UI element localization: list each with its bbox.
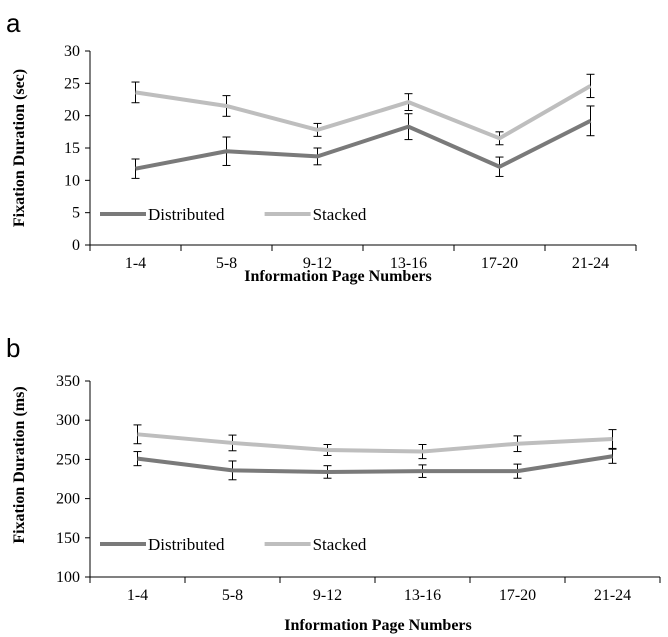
x-tick-label: 21-24 [572,255,609,272]
error-bars [131,73,595,179]
y-tick-label: 250 [56,451,80,468]
series-line-stacked [137,432,613,454]
x-tick-label: 13-16 [404,587,441,604]
x-tick-label: 9-12 [313,587,342,604]
y-axis-title: Fixation Duration (ms) [11,386,28,543]
y-axis-ticks: 0 5 10 15 20 25 30 [64,43,90,254]
y-tick-label: 100 [56,569,80,586]
series-line-distributed [135,119,592,171]
x-tick-label: 1-4 [125,255,146,272]
legend-label: Stacked [313,205,367,224]
legend-label: Distributed [148,535,225,554]
x-tick-label: 9-12 [303,255,332,272]
panel-letter: b [6,333,20,363]
y-tick-label: 300 [56,412,80,429]
panel-letter: a [6,8,21,38]
series-line-distributed [137,454,613,474]
x-tick-label: 1-4 [127,587,148,604]
x-tick-label: 17-20 [481,255,518,272]
y-axis-ticks: 100 150 200 250 300 350 [56,373,90,586]
y-tick-label: 150 [56,530,80,547]
x-tick-label: 13-16 [390,255,427,272]
x-axis-ticks: 1-4 5-8 9-12 13-16 17-20 21-24 [89,577,661,604]
y-tick-label: 5 [72,205,80,222]
y-tick-label: 15 [64,140,80,157]
series-lines [135,84,592,171]
chart-panel-a: a 0 5 10 15 20 25 30 1-4 5-8 9-12 13-16 17-20 21-24… [6,8,637,285]
y-tick-label: 0 [72,237,80,254]
x-tick-label: 21-24 [594,587,631,604]
y-tick-label: 350 [56,373,80,390]
x-axis-title: Information Page Numbers [244,268,432,285]
x-tick-label: 17-20 [499,587,536,604]
x-axis-title: Information Page Numbers [284,617,472,634]
legend: Distributed Stacked [100,205,367,224]
y-tick-label: 20 [64,108,80,125]
y-tick-label: 25 [64,75,80,92]
series-line-stacked [135,84,592,141]
chart-panel-b: b 100 150 200 250 300 350 1-4 5-8 9-12 13-16 17-2… [6,333,661,634]
y-tick-label: 10 [64,172,80,189]
axes [89,381,660,578]
x-tick-label: 5-8 [222,587,243,604]
series-lines [137,432,613,474]
legend: Distributed Stacked [100,535,367,554]
x-tick-label: 5-8 [216,255,237,272]
legend-label: Distributed [148,205,225,224]
y-tick-label: 200 [56,491,80,508]
axes [89,51,636,246]
y-tick-label: 30 [64,43,80,60]
legend-label: Stacked [313,535,367,554]
x-axis-ticks: 1-4 5-8 9-12 13-16 17-20 21-24 [89,245,637,272]
y-axis-title: Fixation Duration (sec) [11,69,28,227]
